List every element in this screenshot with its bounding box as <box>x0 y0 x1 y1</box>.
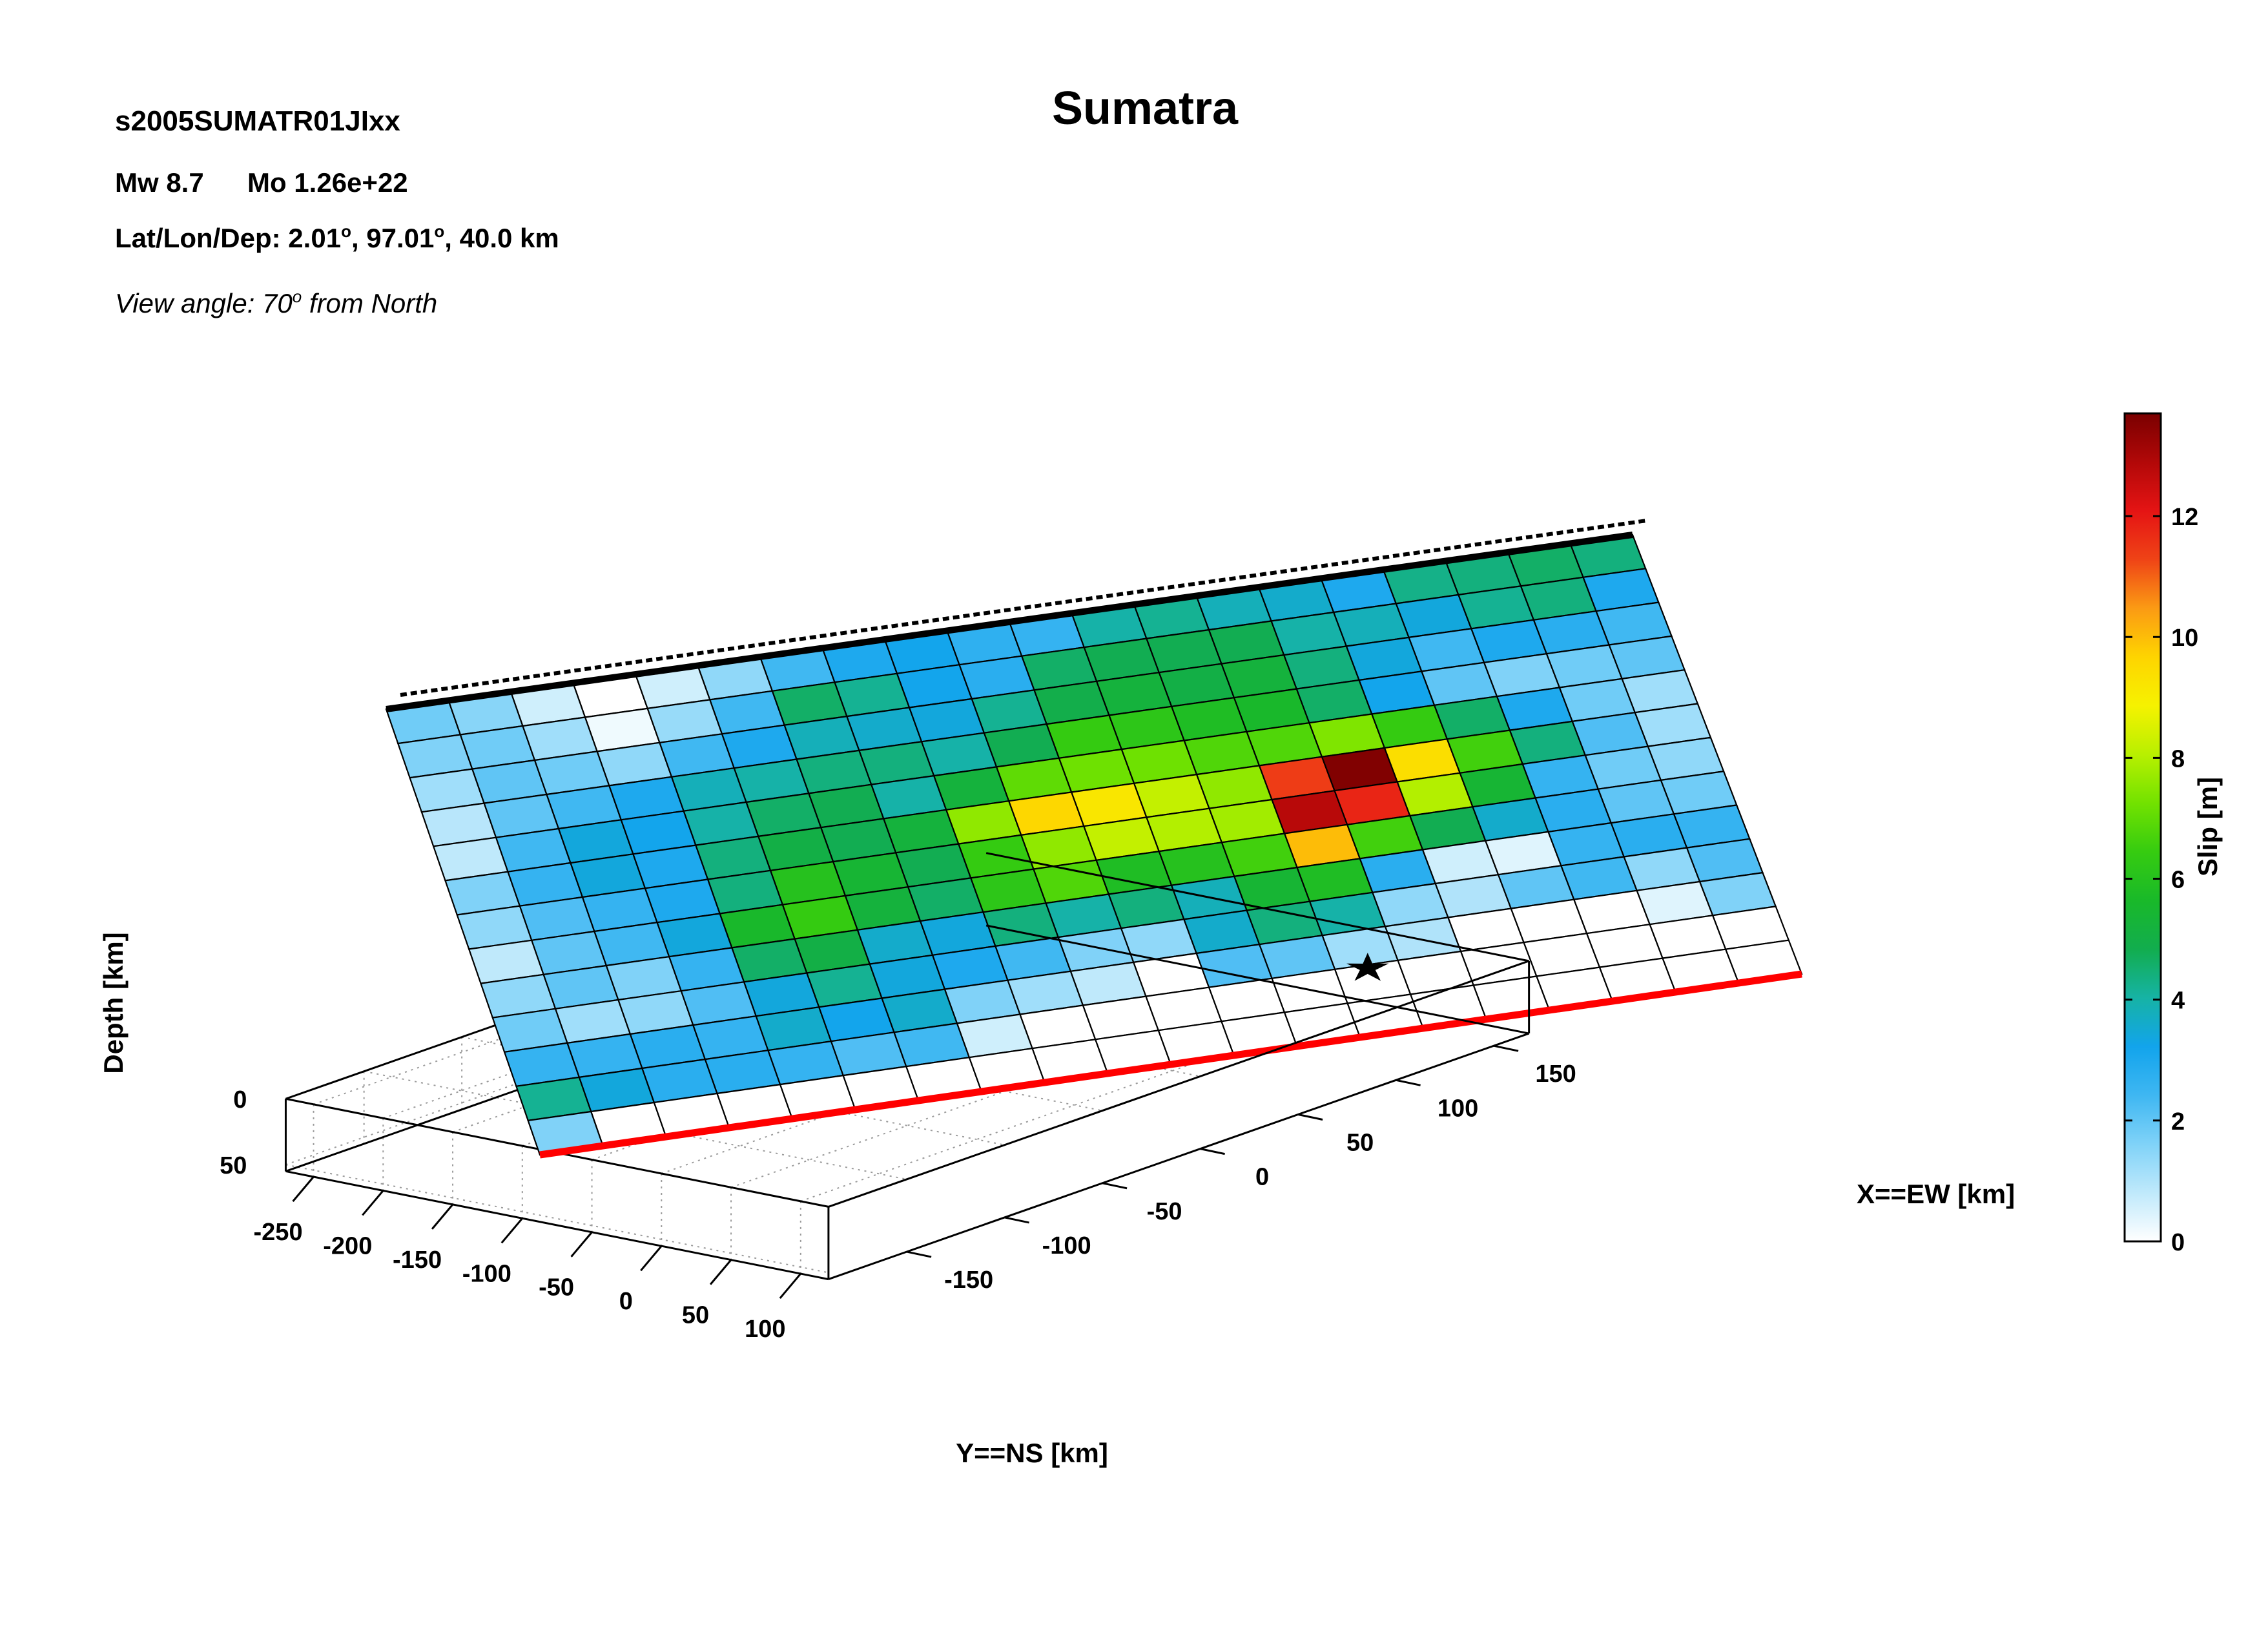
lat-lon-dep: Lat/Lon/Dep: 2.01o, 97.01o, 40.0 km <box>115 222 559 253</box>
view-angle: View angle: 70o from North <box>115 287 437 318</box>
hypocenter-star <box>1346 953 1389 981</box>
floor-grid-y <box>661 927 1363 1174</box>
y-tick <box>709 1259 732 1285</box>
box-edge <box>285 1170 829 1281</box>
colorbar-tick-label: 6 <box>2171 867 2185 894</box>
x-tick <box>1493 1044 1519 1052</box>
x-tick-label: -150 <box>944 1267 993 1294</box>
colorbar-tick-label: 2 <box>2171 1108 2185 1135</box>
axis-ticks: -250 -200 -150 -100 -50 0 50 100 -150 -100 -50 0 50 1… <box>220 1044 1576 1343</box>
floor-grid-y <box>730 940 1432 1188</box>
colorbar: 0 2 4 6 8 10 12 <box>2123 412 2198 1256</box>
z-axis-label: Depth [km] <box>98 932 129 1073</box>
fault-surface-trace <box>400 519 1647 697</box>
seismic-moment: Mo 1.26e+22 <box>247 167 408 198</box>
view-angle-degree: o <box>293 287 302 306</box>
magnitude-mw: Mw 8.7 <box>115 167 204 198</box>
z-tick-label: 0 <box>233 1086 247 1114</box>
lat-lon-dep-prefix: Lat/Lon/Dep: 2.01 <box>115 223 341 253</box>
x-tick-label: -50 <box>1147 1198 1182 1225</box>
lat-lon-dep-end: , 40.0 km <box>444 223 559 253</box>
box-front-edges <box>828 852 1531 1281</box>
degree-sign-1: o <box>341 222 351 241</box>
z-tick-label: 50 <box>220 1152 247 1179</box>
y-tick-label: -100 <box>462 1260 511 1287</box>
colorbar-tick-label: 0 <box>2171 1229 2185 1256</box>
fault-edges <box>386 519 1802 1159</box>
x-tick <box>1004 1216 1029 1224</box>
fault-top-edge <box>386 532 1633 712</box>
chart-title: Sumatra <box>1052 83 1239 134</box>
x-tick-label: 50 <box>1346 1129 1374 1156</box>
view-angle-suffix: from North <box>302 288 437 318</box>
box-front-edge <box>828 960 1530 1208</box>
wall-grid-z <box>285 918 987 1166</box>
floor-grid-y <box>313 858 1015 1105</box>
wall-grid-z <box>285 1164 829 1274</box>
colorbar-tick-label: 10 <box>2171 625 2198 652</box>
y-tick <box>431 1203 454 1230</box>
y-tick-label: -150 <box>393 1247 442 1274</box>
hypocenter-marker <box>1346 953 1389 981</box>
colorbar-label: Slip [m] <box>2192 777 2223 876</box>
floor-grid-y <box>382 871 1084 1119</box>
x-tick <box>1297 1114 1323 1121</box>
x-axis-label: X==EW [km] <box>1857 1179 2015 1209</box>
event-id: s2005SUMATR01JIxx <box>115 105 400 137</box>
y-tick-label: 0 <box>619 1288 633 1315</box>
y-tick <box>779 1273 801 1299</box>
x-tick <box>1396 1079 1421 1086</box>
view-angle-prefix: View angle: 70 <box>115 288 293 318</box>
x-tick-label: 150 <box>1535 1061 1576 1088</box>
fault-bottom-edge <box>539 970 1802 1159</box>
floor-grid-y <box>800 955 1501 1202</box>
colorbar-bar <box>2123 412 2162 1243</box>
degree-sign-2: o <box>434 222 444 241</box>
y-tick <box>500 1217 523 1244</box>
y-tick-label: -200 <box>323 1232 372 1259</box>
y-tick <box>640 1245 663 1272</box>
x-tick <box>1200 1148 1225 1155</box>
y-tick-label: -250 <box>254 1219 303 1246</box>
box-front-edge <box>985 924 1529 1035</box>
slip-patch-grid <box>385 533 1803 1156</box>
colorbar-tick-label: 8 <box>2171 745 2185 772</box>
y-tick <box>292 1176 314 1202</box>
box-front-edge <box>828 1032 1530 1281</box>
floor-grid-x <box>364 1070 907 1180</box>
y-tick-label: 50 <box>682 1302 709 1329</box>
x-tick <box>1102 1182 1128 1190</box>
colorbar-tick-label: 12 <box>2171 504 2198 531</box>
box-front-edge <box>985 852 1529 962</box>
x-tick-label: 0 <box>1255 1164 1269 1191</box>
y-axis-label: Y==NS [km] <box>956 1438 1108 1468</box>
y-tick <box>570 1231 593 1258</box>
y-tick-label: 100 <box>745 1316 785 1343</box>
x-tick <box>906 1250 932 1258</box>
y-tick <box>362 1190 384 1216</box>
lat-lon-dep-mid: , 97.01 <box>351 223 434 253</box>
colorbar-tick-label: 4 <box>2171 988 2185 1015</box>
x-tick-label: 100 <box>1438 1095 1478 1122</box>
x-tick-label: -100 <box>1042 1232 1091 1259</box>
y-tick-label: -50 <box>539 1274 574 1301</box>
